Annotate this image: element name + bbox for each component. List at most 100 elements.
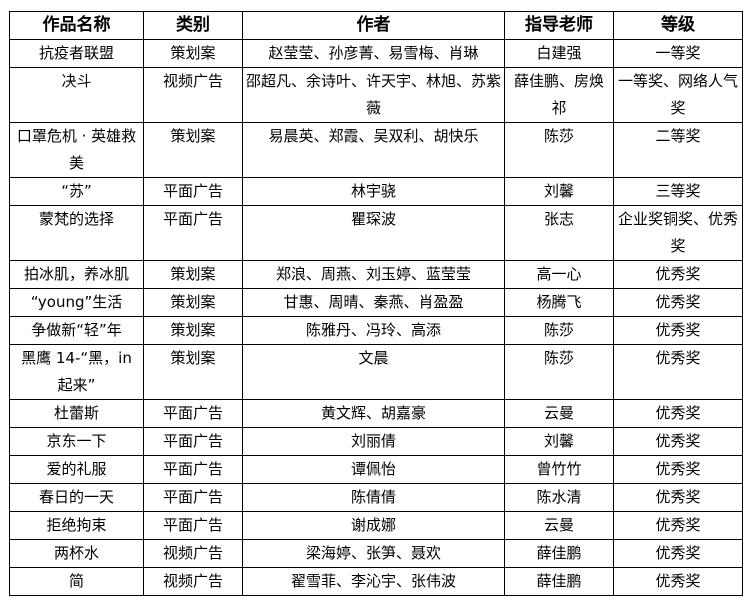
cell-authors: 刘丽倩 [242,427,505,456]
cell-authors: 梁海婷、张笋、聂欢 [242,539,505,568]
cell-award: 二等奖 [613,122,743,178]
cell-award: 优秀奖 [613,539,743,568]
cell-category: 策划案 [143,344,243,400]
cell-authors: 谭佩怡 [242,455,505,484]
cell-advisor: 陈莎 [504,316,614,345]
cell-award: 优秀奖 [613,260,743,289]
cell-authors: 林宇骁 [242,177,505,206]
cell-authors: 黄文辉、胡嘉豪 [242,399,505,428]
cell-authors: 翟雪菲、李沁宇、张伟波 [242,567,505,596]
table-row: 京东一下 平面广告 刘丽倩 刘馨 优秀奖 [9,427,743,456]
cell-award: 优秀奖 [613,567,743,596]
cell-work-name: 黑鹰 14-“黑，in 起来” [9,344,144,400]
header-category: 类别 [143,11,243,40]
cell-award: 优秀奖 [613,399,743,428]
table-row: 简视频广告 翟雪菲、李沁宇、张伟波 薛佳鹏 优秀奖 [9,567,743,596]
cell-authors: 瞿琛波 [242,205,505,261]
cell-award: 优秀奖 [613,427,743,456]
cell-category: 策划案 [143,288,243,317]
cell-work-name: 两杯水 [9,539,144,568]
cell-work-name: 蒙梵的选择 [9,205,144,261]
cell-award: 优秀奖 [613,483,743,512]
cell-advisor: 白建强 [504,39,614,68]
header-work-name: 作品名称 [9,11,144,40]
cell-advisor: 薛佳鹏、房焕祁 [504,67,614,123]
cell-advisor: 陈水清 [504,483,614,512]
cell-work-name: 口罩危机 · 英雄救美 [9,122,144,178]
cell-advisor: 云曼 [504,511,614,540]
cell-category: 策划案 [143,316,243,345]
cell-authors: 文晨 [242,344,505,400]
header-row: 作品名称 类别 作者 指导老师 等级 [9,11,743,40]
cell-work-name: 京东一下 [9,427,144,456]
cell-authors: 易晨英、郑霞、吴双利、胡快乐 [242,122,505,178]
cell-advisor: 刘馨 [504,177,614,206]
cell-advisor: 薛佳鹏 [504,539,614,568]
cell-work-name: 简 [9,567,144,596]
table-row: 两杯水 视频广告 梁海婷、张笋、聂欢 薛佳鹏 优秀奖 [9,539,743,568]
cell-work-name: 杜蕾斯 [9,399,144,428]
table-row: 爱的礼服 平面广告 谭佩怡 曾竹竹 优秀奖 [9,455,743,484]
table-row: “young”生活 策划案 甘惠、周晴、秦燕、肖盈盈 杨腾飞 优秀奖 [9,288,743,317]
cell-category: 策划案 [143,39,243,68]
header-award: 等级 [613,11,743,40]
table-row: 杜蕾斯 平面广告 黄文辉、胡嘉豪 云曼 优秀奖 [9,399,743,428]
table-row: “苏” 平面广告 林宇骁 刘馨 三等奖 [9,177,743,206]
cell-category: 视频广告 [143,67,243,123]
cell-advisor: 刘馨 [504,427,614,456]
cell-work-name: 决斗 [9,67,144,123]
cell-authors: 邵超凡、余诗叶、许天宇、林旭、苏紫薇 [242,67,505,123]
cell-award: 一等奖、网络人气奖 [613,67,743,123]
table-row: 拍冰肌，养冰肌 策划案 郑浪、周燕、刘玉婷、蓝莹莹 高一心 优秀奖 [9,260,743,289]
cell-category: 平面广告 [143,483,243,512]
table-row: 抗疫者联盟 策划案 赵莹莹、孙彦菁、易雪梅、肖琳 白建强 一等奖 [9,39,743,68]
cell-category: 视频广告 [143,539,243,568]
header-authors: 作者 [242,11,505,40]
table-row: 争做新“轻”年 策划案 陈雅丹、冯玲、高添 陈莎 优秀奖 [9,316,743,345]
cell-award: 优秀奖 [613,511,743,540]
cell-award: 一等奖 [613,39,743,68]
awards-table: 作品名称 类别 作者 指导老师 等级 抗疫者联盟 策划案 赵莹莹、孙彦菁、易雪梅、肖… [9,11,743,596]
cell-advisor: 高一心 [504,260,614,289]
cell-work-name: “苏” [9,177,144,206]
cell-work-name: 拒绝拘束 [9,511,144,540]
cell-authors: 陈雅丹、冯玲、高添 [242,316,505,345]
cell-advisor: 曾竹竹 [504,455,614,484]
cell-category: 策划案 [143,260,243,289]
cell-award: 三等奖 [613,177,743,206]
cell-category: 平面广告 [143,399,243,428]
cell-advisor: 陈莎 [504,122,614,178]
cell-advisor: 杨腾飞 [504,288,614,317]
cell-advisor: 薛佳鹏 [504,567,614,596]
cell-authors: 赵莹莹、孙彦菁、易雪梅、肖琳 [242,39,505,68]
cell-award: 优秀奖 [613,288,743,317]
cell-work-name: 拍冰肌，养冰肌 [9,260,144,289]
table-row: 拒绝拘束 平面广告 谢成娜 云曼 优秀奖 [9,511,743,540]
cell-award: 优秀奖 [613,344,743,400]
cell-category: 平面广告 [143,427,243,456]
cell-work-name: 爱的礼服 [9,455,144,484]
cell-authors: 郑浪、周燕、刘玉婷、蓝莹莹 [242,260,505,289]
cell-work-name: “young”生活 [9,288,144,317]
cell-award: 优秀奖 [613,316,743,345]
cell-advisor: 云曼 [504,399,614,428]
table-row: 春日的一天 平面广告 陈倩倩 陈水清 优秀奖 [9,483,743,512]
cell-category: 策划案 [143,122,243,178]
cell-award: 企业奖铜奖、优秀奖 [613,205,743,261]
cell-work-name: 争做新“轻”年 [9,316,144,345]
table-row: 蒙梵的选择 平面广告 瞿琛波 张志 企业奖铜奖、优秀奖 [9,205,743,261]
cell-authors: 陈倩倩 [242,483,505,512]
cell-advisor: 陈莎 [504,344,614,400]
cell-authors: 谢成娜 [242,511,505,540]
cell-authors: 甘惠、周晴、秦燕、肖盈盈 [242,288,505,317]
cell-category: 平面广告 [143,511,243,540]
cell-category: 视频广告 [143,567,243,596]
table-row: 口罩危机 · 英雄救美 策划案 易晨英、郑霞、吴双利、胡快乐 陈莎 二等奖 [9,122,743,178]
cell-award: 优秀奖 [613,455,743,484]
table-row: 黑鹰 14-“黑，in 起来” 策划案 文晨 陈莎 优秀奖 [9,344,743,400]
cell-category: 平面广告 [143,177,243,206]
cell-category: 平面广告 [143,205,243,261]
table-row: 决斗 视频广告 邵超凡、余诗叶、许天宇、林旭、苏紫薇 薛佳鹏、房焕祁 一等奖、网络人气奖 [9,67,743,123]
cell-work-name: 抗疫者联盟 [9,39,144,68]
cell-category: 平面广告 [143,455,243,484]
